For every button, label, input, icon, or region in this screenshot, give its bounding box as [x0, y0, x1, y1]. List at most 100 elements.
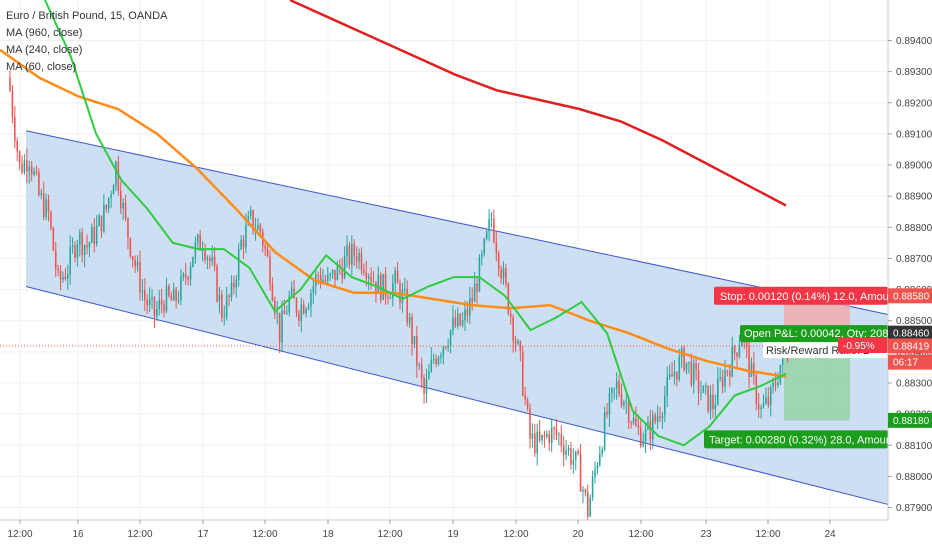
candle-body-86 [216, 266, 218, 302]
candle-body-142 [351, 243, 353, 265]
time-tick-label-0: 12:00 [7, 529, 32, 540]
candle-body-24 [66, 274, 69, 280]
candle-body-44 [115, 161, 117, 187]
candle-body-320 [779, 364, 782, 384]
candle-body-73 [184, 274, 187, 278]
candle-body-182 [447, 346, 449, 348]
candle-body-171 [420, 364, 423, 379]
candle-body-211 [517, 341, 519, 344]
candle-body-173 [425, 379, 428, 394]
candle-body-41 [107, 198, 110, 209]
candle-body-250 [611, 388, 613, 394]
candle-body-72 [182, 274, 185, 277]
candle-body-119 [295, 298, 298, 314]
candle-body-80 [201, 250, 204, 252]
candle-body-169 [416, 336, 418, 366]
candle-body-155 [382, 274, 384, 300]
candle-body-148 [365, 273, 368, 279]
candle-body-83 [209, 258, 211, 261]
candle-body-310 [755, 375, 758, 404]
candle-body-132 [326, 275, 329, 282]
legend-item-ma-240: MA (240, close) [6, 44, 83, 56]
candle-body-167 [411, 317, 413, 345]
candle-body-90 [225, 295, 228, 318]
candle-body-315 [767, 397, 770, 405]
candle-body-29 [79, 232, 81, 245]
candle-body-258 [630, 422, 632, 424]
candle-body-205 [502, 268, 505, 279]
candle-body-53 [136, 261, 139, 267]
candle-body-128 [317, 274, 319, 276]
candle-body-263 [642, 441, 644, 447]
candle-body-203 [497, 253, 500, 270]
candle-body-216 [529, 408, 531, 439]
candle-body-190 [466, 309, 469, 316]
candle-body-6 [23, 160, 26, 173]
candle-body-51 [131, 256, 134, 261]
candle-body-68 [172, 289, 175, 301]
candle-body-242 [591, 476, 594, 498]
candle-body-100 [249, 210, 252, 217]
price-tick-label-0: 0.87900 [896, 503, 932, 514]
candle-body-8 [28, 166, 31, 172]
candle-body-296 [721, 376, 724, 387]
ma-960-line [289, 0, 787, 207]
candle-body-116 [288, 295, 291, 313]
candle-body-50 [129, 238, 132, 257]
price-tick-label-14: 0.89300 [896, 67, 932, 78]
candle-body-181 [444, 347, 447, 349]
candle-body-294 [716, 379, 719, 405]
candle-body-57 [146, 300, 149, 306]
candle-body-191 [469, 298, 471, 316]
time-axis-bg [0, 520, 932, 550]
candle-body-75 [189, 266, 192, 280]
candle-body-278 [678, 356, 681, 380]
candle-body-27 [74, 245, 76, 258]
candle-body-136 [336, 264, 339, 281]
candle-body-241 [589, 497, 591, 517]
candle-body-290 [707, 385, 709, 412]
pct-box [838, 337, 888, 353]
candle-body-309 [753, 363, 755, 376]
candle-body-109 [271, 284, 274, 301]
time-tick-label-9: 20 [572, 529, 584, 540]
candle-body-165 [406, 288, 409, 323]
candle-body-202 [495, 241, 498, 254]
candle-body-38 [100, 215, 103, 232]
candle-body-153 [377, 274, 380, 294]
candle-body-11 [35, 171, 38, 173]
candle-body-70 [177, 300, 180, 302]
candle-body-163 [401, 290, 404, 304]
candle-body-139 [343, 255, 346, 279]
candle-body-264 [644, 429, 647, 442]
candle-body-79 [199, 234, 201, 251]
candle-body-204 [500, 269, 502, 279]
candle-body-91 [228, 295, 230, 298]
price-tick-label-12: 0.89100 [896, 129, 932, 140]
time-tick-label-8: 12:00 [503, 529, 528, 540]
candle-body-82 [206, 258, 209, 260]
candle-body-123 [305, 308, 307, 314]
candle-body-2 [14, 116, 16, 142]
candle-body-112 [278, 312, 281, 343]
candle-body-117 [290, 288, 293, 296]
candle-body-220 [538, 431, 541, 441]
candle-body-288 [702, 385, 705, 393]
candle-body-259 [632, 418, 635, 423]
candle-body-9 [30, 166, 33, 175]
candle-body-151 [372, 281, 375, 283]
candle-body-34 [91, 227, 93, 243]
candle-body-20 [57, 268, 59, 271]
candle-body-143 [353, 243, 356, 257]
candle-body-300 [731, 346, 734, 377]
candle-body-260 [635, 418, 637, 426]
candle-body-149 [367, 276, 370, 279]
candle-body-302 [736, 352, 738, 357]
candle-body-174 [428, 371, 430, 380]
legend: Euro / British Pound, 15, OANDA MA (960,… [6, 8, 167, 76]
candle-body-111 [276, 312, 279, 314]
candle-body-122 [302, 304, 305, 314]
candle-body-12 [38, 172, 40, 195]
candle-body-49 [127, 218, 129, 239]
candle-body-313 [762, 403, 765, 408]
